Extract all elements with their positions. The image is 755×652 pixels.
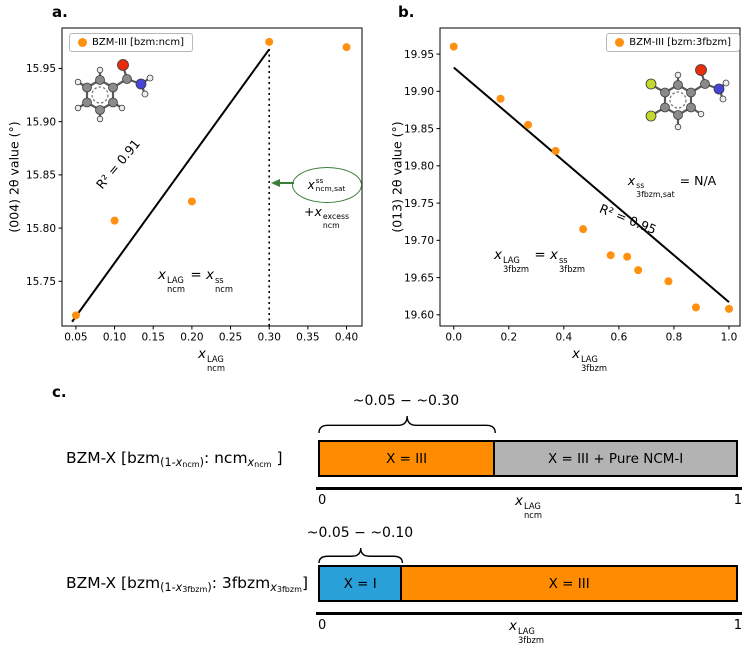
axis-label-3fbzm: x LAG 3fbzm <box>508 618 545 645</box>
svg-text:15.95: 15.95 <box>26 63 56 75</box>
svg-text:0.20: 0.20 <box>180 332 203 344</box>
svg-text:19.60: 19.60 <box>404 310 434 322</box>
svg-text:19.65: 19.65 <box>404 272 434 284</box>
panel-a-label: a. <box>52 3 68 21</box>
x-axis-label-a: x LAG ncm <box>197 346 226 373</box>
fit-line <box>453 66 730 303</box>
brace-range-label-ncm: ~0.05 − ~0.30 <box>352 393 460 409</box>
scatter-plot-b: 0.0 0.2 0.4 0.6 0.8 1.019.6019.6519.7019.7519… <box>404 27 741 344</box>
fluorobenzamide-molecule <box>645 64 730 131</box>
equation-a: x LAG ncm = x ss ncm <box>158 266 233 294</box>
svg-text:0.8: 0.8 <box>666 332 683 344</box>
y-ticks: 19.60 19.65 19.70 19.75 19.80 19.85 19.90 19.95 <box>404 49 440 322</box>
brace-ncm-range <box>318 415 496 434</box>
excess-annotation: +x excess ncm <box>304 204 350 230</box>
svg-text:0.0: 0.0 <box>445 332 462 344</box>
legend-b-label: BZM-III [bzm:3fbzm] <box>629 37 731 48</box>
phase-segment-label: X = I <box>343 575 377 592</box>
svg-text:0.40: 0.40 <box>335 332 358 344</box>
legend-b: BZM-III [bzm:3fbzm] <box>606 33 740 52</box>
svg-text:15.75: 15.75 <box>26 276 56 288</box>
svg-text:0.4: 0.4 <box>556 332 573 344</box>
legend-a: BZM-III [bzm:ncm] <box>69 33 194 52</box>
x-ticks: 0.0 0.2 0.4 0.6 0.8 1.0 <box>445 326 737 344</box>
svg-text:0.15: 0.15 <box>142 332 165 344</box>
x-axis-label-b: x LAG 3fbzm <box>571 346 608 373</box>
y-axis-label-a: (004) 2θ value (°) <box>6 121 22 233</box>
axes-frame <box>439 27 741 327</box>
benzamide-molecule <box>74 59 154 123</box>
y-ticks: 15.75 15.80 15.85 15.90 15.95 <box>26 63 62 288</box>
svg-text:19.90: 19.90 <box>404 86 434 98</box>
data-points <box>71 37 351 320</box>
svg-text:15.80: 15.80 <box>26 223 56 235</box>
system-label-ncm: BZM-X [bzm(1-xncm): ncmxncm ] <box>66 449 283 470</box>
axis-tick-0: 0 <box>318 618 327 633</box>
equation-b: x LAG 3fbzm = x ss 3fbzm <box>493 246 586 274</box>
panel-c-label: c. <box>52 383 67 401</box>
svg-text:19.95: 19.95 <box>404 49 434 61</box>
saturation-arrow-icon <box>271 179 294 187</box>
saturation-ellipse: x ss ncm,sat <box>292 167 362 203</box>
brace-range-label-3fbzm: ~0.05 − ~0.10 <box>306 525 414 541</box>
axis-tick-0: 0 <box>318 493 327 508</box>
phase-segment-x-iii-pure-ncm: X = III + Pure NCM-I <box>493 440 738 477</box>
legend-a-label: BZM-III [bzm:ncm] <box>92 37 185 48</box>
legend-marker-icon <box>615 38 625 47</box>
svg-text:15.90: 15.90 <box>26 116 56 128</box>
phase-segment-x-i: X = I <box>318 565 403 602</box>
phase-segment-label: X = III <box>386 450 428 467</box>
phase-bar-3fbzm: X = I X = III <box>318 565 740 602</box>
axis-line-3fbzm <box>316 612 742 615</box>
svg-text:19.75: 19.75 <box>404 198 434 210</box>
svg-text:15.85: 15.85 <box>26 170 56 182</box>
phase-segment-x-iii: X = III <box>318 440 496 477</box>
saturation-annotation-b: x ss 3fbzm,sat = N/A <box>627 173 717 199</box>
phase-bar-ncm: X = III X = III + Pure NCM-I <box>318 440 740 477</box>
phase-segment-label: X = III <box>548 575 590 592</box>
svg-text:19.85: 19.85 <box>404 123 434 135</box>
svg-text:0.25: 0.25 <box>219 332 242 344</box>
svg-text:1.0: 1.0 <box>721 332 738 344</box>
svg-text:0.05: 0.05 <box>64 332 87 344</box>
axis-tick-1: 1 <box>733 618 742 633</box>
x-ticks: 0.05 0.10 0.15 0.20 0.25 0.30 0.35 0.40 <box>64 326 358 344</box>
axis-tick-1: 1 <box>733 493 742 508</box>
svg-text:19.70: 19.70 <box>404 235 434 247</box>
svg-text:0.35: 0.35 <box>296 332 319 344</box>
svg-text:0.30: 0.30 <box>258 332 281 344</box>
panel-b-label: b. <box>398 3 415 21</box>
axis-line-ncm <box>316 487 742 490</box>
brace-3fbzm-range <box>318 547 404 564</box>
legend-marker-icon <box>78 38 87 47</box>
y-axis-label-b: (013) 2θ value (°) <box>389 121 405 233</box>
phase-segment-x-iii: X = III <box>400 565 738 602</box>
svg-text:0.6: 0.6 <box>611 332 628 344</box>
system-label-3fbzm: BZM-X [bzm(1-x3fbzm): 3fbzmx3fbzm] <box>66 574 309 595</box>
svg-text:19.80: 19.80 <box>404 161 434 173</box>
axis-label-ncm: x LAG ncm <box>514 493 543 520</box>
svg-text:0.10: 0.10 <box>103 332 126 344</box>
svg-text:0.2: 0.2 <box>500 332 517 344</box>
phase-segment-label: X = III + Pure NCM-I <box>547 450 684 467</box>
fit-line <box>71 48 271 323</box>
data-points <box>449 42 733 313</box>
